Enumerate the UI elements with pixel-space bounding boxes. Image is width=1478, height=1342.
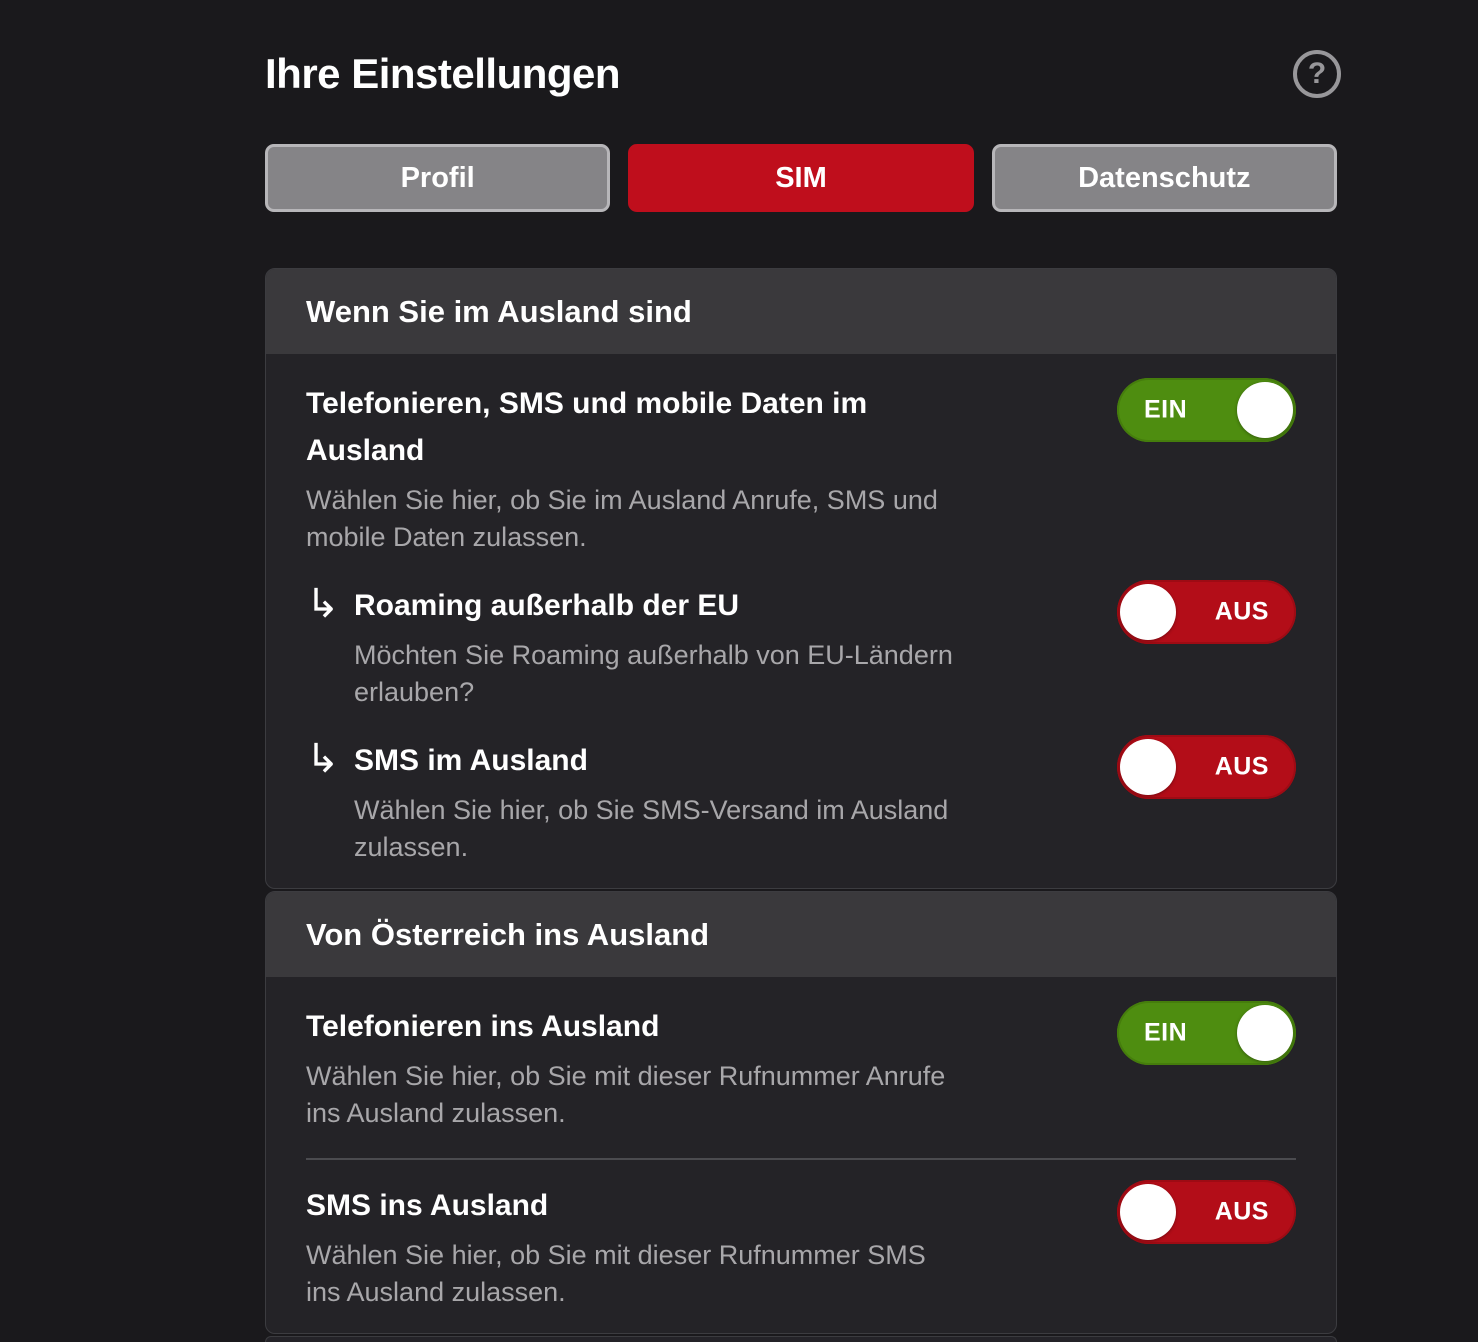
setting-row-sms-abroad: ↳ SMS im Ausland Wählen Sie hier, ob Sie…: [306, 735, 1296, 866]
question-mark-icon: ?: [1307, 57, 1327, 90]
setting-description: Wählen Sie hier, ob Sie SMS-Versand im A…: [354, 795, 949, 862]
help-button[interactable]: ?: [1293, 50, 1341, 98]
page-title: Ihre Einstellungen: [265, 50, 621, 97]
tab-profil[interactable]: Profil: [265, 144, 611, 212]
tab-datenschutz[interactable]: Datenschutz: [991, 144, 1337, 212]
setting-description: Wählen Sie hier, ob Sie im Ausland Anruf…: [306, 485, 938, 552]
section-abroad: Wenn Sie im Ausland sind Telefonieren, S…: [265, 268, 1337, 889]
toggle-roaming-outside-eu[interactable]: AUS: [1117, 580, 1296, 644]
section-header: Von Österreich ins Ausland: [266, 892, 1336, 977]
setting-title: Roaming außerhalb der EU: [354, 589, 740, 622]
section-from-austria: Von Österreich ins Ausland Telefonieren …: [265, 891, 1337, 1334]
setting-description: Wählen Sie hier, ob Sie mit dieser Rufnu…: [306, 1061, 946, 1128]
toggle-knob: [1237, 382, 1293, 438]
setting-row-sms-to-abroad: SMS ins Ausland Wählen Sie hier, ob Sie …: [306, 1158, 1296, 1311]
sub-item-arrow-icon: ↳: [306, 737, 340, 781]
setting-row-calls-to-abroad: Telefonieren ins Ausland Wählen Sie hier…: [306, 1001, 1296, 1132]
setting-title: Telefonieren, SMS und mobile Daten im Au…: [306, 387, 868, 467]
toggle-knob: [1120, 584, 1176, 640]
setting-row-roaming-outside-eu: ↳ Roaming außerhalb der EU Möchten Sie R…: [306, 580, 1296, 711]
setting-title: SMS ins Ausland: [306, 1189, 549, 1222]
settings-tabs: Profil SIM Datenschutz: [265, 144, 1337, 212]
setting-description: Wählen Sie hier, ob Sie mit dieser Rufnu…: [306, 1240, 926, 1307]
tab-sim[interactable]: SIM: [628, 144, 974, 212]
toggle-sms-abroad[interactable]: AUS: [1117, 735, 1296, 799]
setting-description: Möchten Sie Roaming außerhalb von EU-Län…: [354, 640, 953, 707]
next-card-top-edge: [265, 1336, 1337, 1342]
setting-title: Telefonieren ins Ausland: [306, 1010, 660, 1043]
section-header: Wenn Sie im Ausland sind: [266, 269, 1336, 354]
toggle-knob: [1120, 1184, 1176, 1240]
toggle-calls-to-abroad[interactable]: EIN: [1117, 1001, 1296, 1065]
sub-item-arrow-icon: ↳: [306, 582, 340, 626]
toggle-abroad-services[interactable]: EIN: [1117, 378, 1296, 442]
toggle-knob: [1237, 1005, 1293, 1061]
setting-title: SMS im Ausland: [354, 744, 588, 777]
toggle-knob: [1120, 739, 1176, 795]
setting-row-abroad-services: Telefonieren, SMS und mobile Daten im Au…: [306, 378, 1296, 556]
toggle-sms-to-abroad[interactable]: AUS: [1117, 1180, 1296, 1244]
